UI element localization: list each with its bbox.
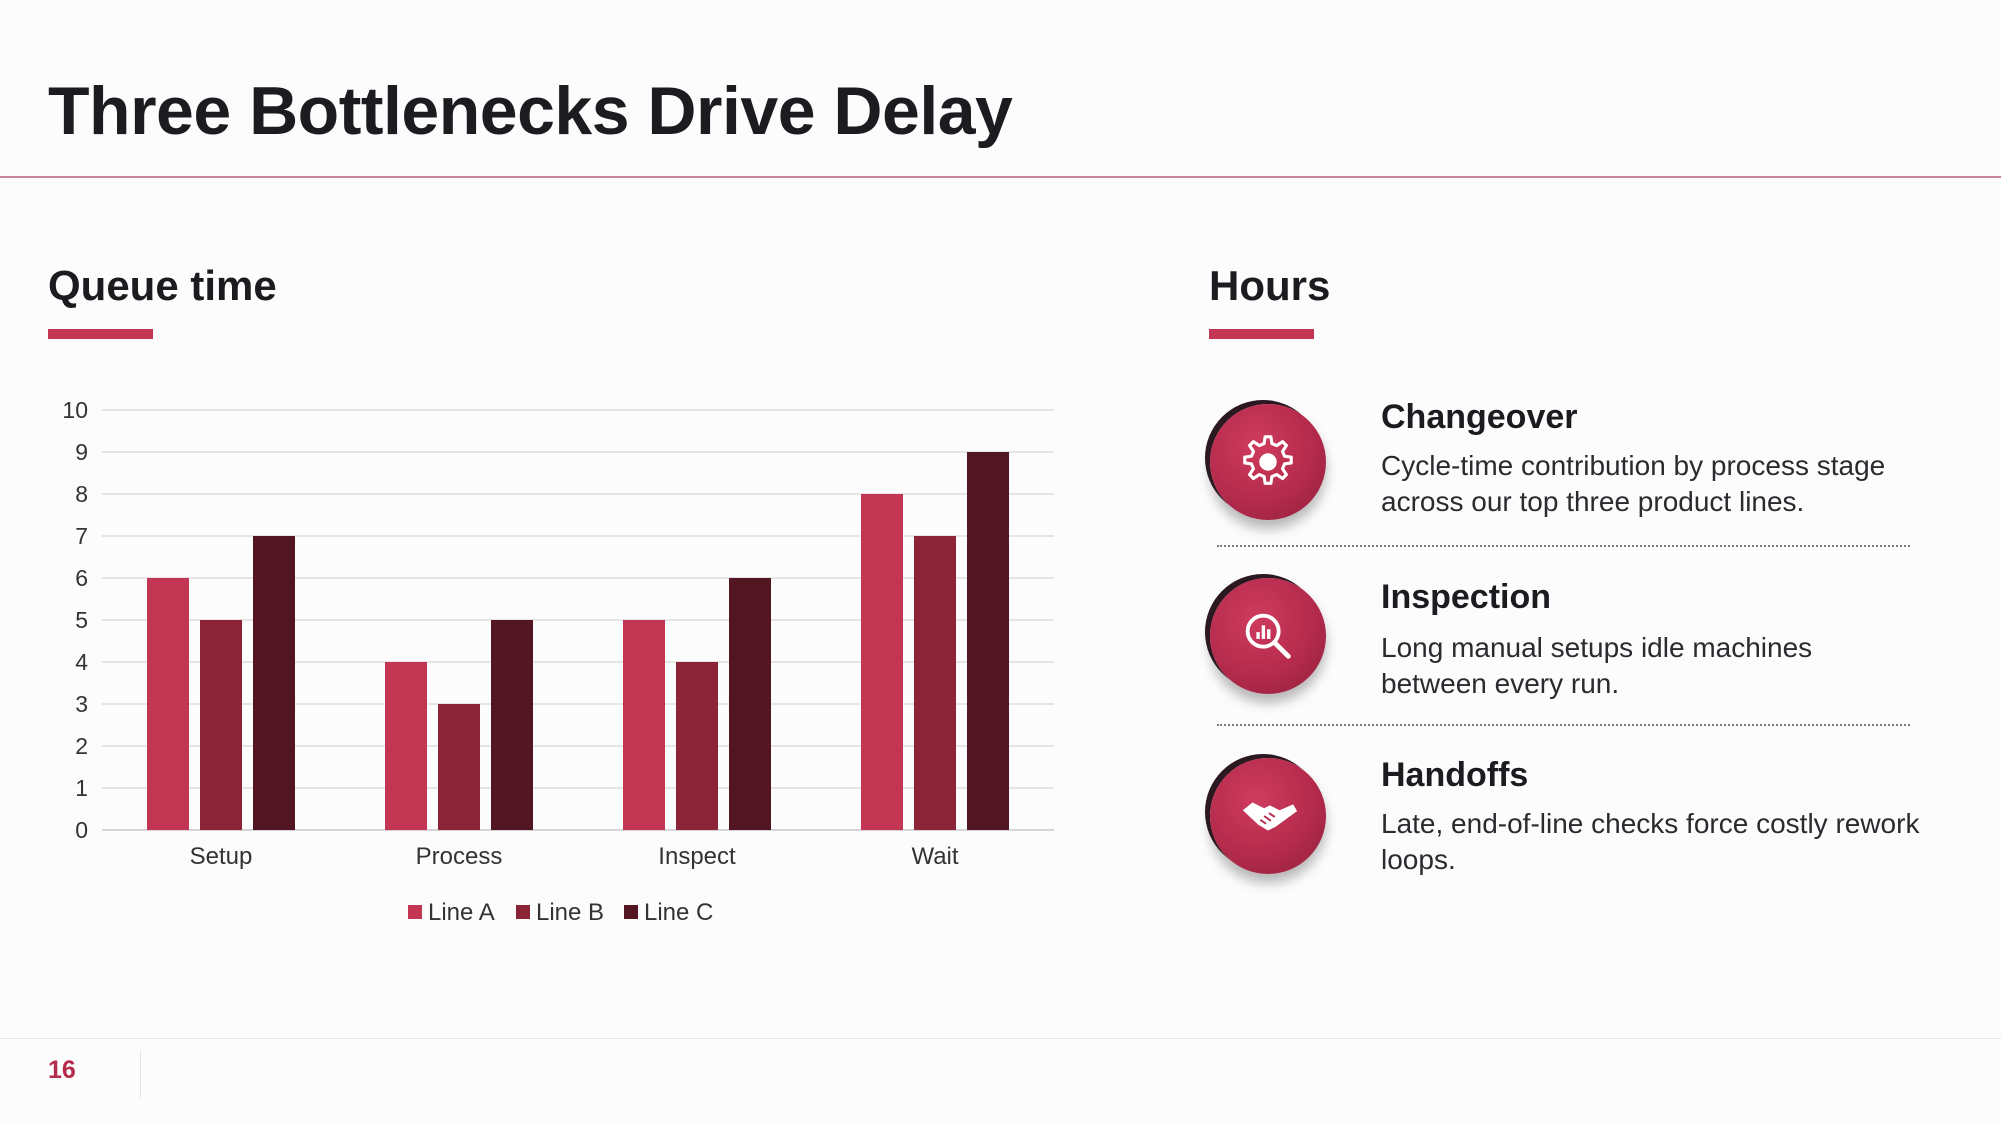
- bar-line-b-process: [438, 704, 480, 830]
- y-tick-label: 5: [75, 607, 88, 633]
- footer-rule: [0, 1038, 2001, 1039]
- gear-icon: [1210, 404, 1326, 520]
- hours-heading: Hours: [1209, 262, 1331, 309]
- hours-heading-underline: [1209, 329, 1314, 339]
- y-tick-label: 10: [62, 397, 88, 423]
- bar-line-b-wait: [914, 536, 956, 830]
- bar-chart: 0 1 2 3 4 5 6 7 8 9 10 Setup Process Inspect Wait Line …: [62, 397, 1054, 926]
- y-tick-label: 3: [75, 691, 88, 717]
- chart-heading: Queue time: [48, 262, 277, 309]
- item-description: Long manual setups idle machines between…: [1381, 632, 1813, 699]
- legend-label: Line A: [428, 899, 495, 926]
- divider: [1217, 724, 1910, 726]
- y-tick-label: 8: [75, 481, 88, 507]
- legend-swatch: [408, 905, 422, 919]
- legend-swatch: [516, 905, 530, 919]
- list-item-changeover: Changeover Cycle-time contribution by pr…: [1210, 398, 1930, 538]
- y-tick-label: 2: [75, 733, 88, 759]
- bar-line-c-setup: [253, 536, 295, 830]
- y-tick-label: 9: [75, 439, 88, 465]
- title-rule: [0, 176, 2001, 178]
- bar-line-b-inspect: [676, 662, 718, 830]
- bar-line-c-inspect: [729, 578, 771, 830]
- bar-line-c-wait: [967, 452, 1009, 830]
- y-tick-label: 4: [75, 649, 88, 675]
- x-tick-label: Inspect: [658, 843, 736, 870]
- y-tick-label: 0: [75, 817, 88, 843]
- bar-line-a-inspect: [623, 620, 665, 830]
- footer-separator: [140, 1050, 141, 1098]
- handshake-icon: [1210, 758, 1326, 874]
- item-description: Cycle-time contribution by process stage…: [1381, 450, 1886, 517]
- bar-line-b-setup: [200, 620, 242, 830]
- list-item-inspection: Inspection Long manual setups idle machi…: [1210, 578, 1930, 718]
- bar-line-c-process: [491, 620, 533, 830]
- item-description: Late, end-of-line checks force costly re…: [1381, 808, 1920, 875]
- x-tick-label: Process: [416, 843, 503, 870]
- bar-line-a-process: [385, 662, 427, 830]
- magnifier-chart-icon: [1210, 578, 1326, 694]
- item-title: Changeover: [1381, 398, 1578, 436]
- item-title: Inspection: [1381, 578, 1552, 616]
- x-tick-label: Wait: [911, 843, 958, 870]
- divider: [1217, 545, 1910, 547]
- list-item-handoffs: Handoffs Late, end-of-line checks force …: [1210, 756, 1930, 896]
- legend-label: Line B: [536, 899, 604, 926]
- y-tick-label: 7: [75, 523, 88, 549]
- page-number: 16: [48, 1056, 76, 1084]
- item-title: Handoffs: [1381, 756, 1529, 794]
- slide-title: Three Bottlenecks Drive Delay: [48, 73, 1013, 149]
- y-tick-label: 1: [75, 775, 88, 801]
- bar-line-a-wait: [861, 494, 903, 830]
- legend-label: Line C: [644, 899, 713, 926]
- x-tick-label: Setup: [190, 843, 253, 870]
- legend-swatch: [624, 905, 638, 919]
- chart-heading-underline: [48, 329, 153, 339]
- bar-line-a-setup: [147, 578, 189, 830]
- y-tick-label: 6: [75, 565, 88, 591]
